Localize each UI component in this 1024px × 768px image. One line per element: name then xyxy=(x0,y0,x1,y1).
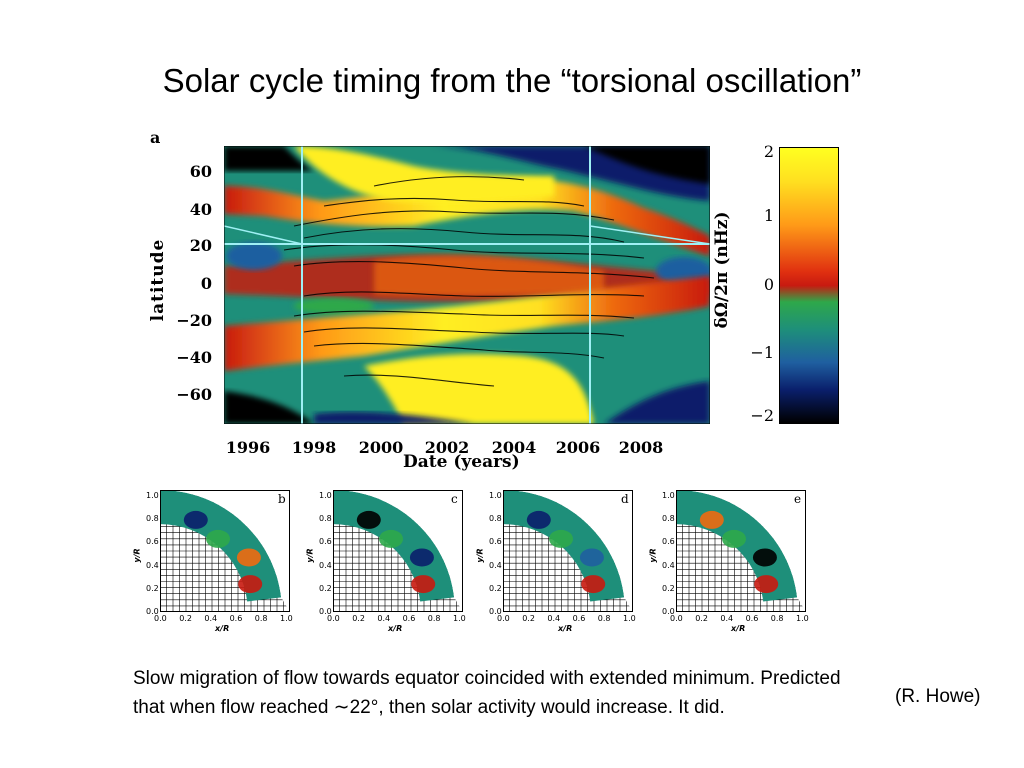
sub-x-tick: 0.6 xyxy=(572,614,586,623)
cross-section-panel-b xyxy=(160,490,290,612)
sub-y-tick: 0.2 xyxy=(489,583,502,593)
sub-ylabel: y/R xyxy=(648,548,658,563)
sub-y-tick: 0.2 xyxy=(662,583,675,593)
y-tick-label: 60 xyxy=(189,162,212,181)
sub-xlabel: x/R xyxy=(388,624,403,633)
sub-x-tick: 0.2 xyxy=(179,614,192,623)
y-tick-label: −60 xyxy=(176,385,212,404)
sub-x-tick: 0.4 xyxy=(547,614,561,623)
sub-x-tick: 0.2 xyxy=(522,614,535,623)
sub-y-tick: 1.0 xyxy=(662,491,675,500)
panel-label-a: a xyxy=(150,128,161,147)
colorbar-tick-label: 2 xyxy=(763,142,774,161)
sub-y-tick: 0.0 xyxy=(146,607,159,616)
x-tick-label: 1996 xyxy=(225,438,271,457)
y-tick-label: −20 xyxy=(176,311,212,330)
sub-y-tick: 0.4 xyxy=(662,560,675,570)
caption: Slow migration of flow towards equator c… xyxy=(133,668,841,718)
main-xlabel: Date (years) xyxy=(403,452,520,472)
sub-y-tick: 0.8 xyxy=(319,514,332,524)
sub-xlabel: x/R xyxy=(558,624,573,633)
sub-y-tick: 0.0 xyxy=(489,607,502,616)
sub-x-tick: 0.8 xyxy=(427,614,441,623)
sub-x-tick: 0.4 xyxy=(204,614,218,623)
sub-xlabel: x/R xyxy=(215,624,230,633)
sub-panel-label: e xyxy=(794,492,802,506)
x-tick-label: 2004 xyxy=(491,438,537,457)
x-tick-label: 1998 xyxy=(291,438,337,457)
x-tick-label: 2000 xyxy=(358,438,404,457)
sub-x-tick: 1.0 xyxy=(796,614,809,623)
torsional-oscillation-map xyxy=(224,146,710,424)
sub-x-tick: 0.6 xyxy=(229,614,243,623)
sub-y-tick: 0.4 xyxy=(146,560,159,570)
sub-x-tick: 0.4 xyxy=(377,614,391,623)
sub-y-tick: 0.8 xyxy=(662,514,675,524)
main-ylabel: latitude xyxy=(148,238,168,322)
sub-x-tick: 1.0 xyxy=(280,614,293,623)
sub-ylabel: y/R xyxy=(305,548,315,563)
y-tick-label: 20 xyxy=(189,236,212,255)
y-tick-label: −40 xyxy=(176,348,212,367)
sub-x-tick: 0.8 xyxy=(770,614,784,623)
sub-y-tick: 1.0 xyxy=(489,491,502,500)
sub-x-tick: 0.8 xyxy=(254,614,268,623)
sub-panel-label: d xyxy=(621,492,629,506)
cross-section-panel-d xyxy=(503,490,633,612)
colorbar-tick-label: −2 xyxy=(750,406,774,425)
y-tick-label: 40 xyxy=(189,200,212,219)
sub-x-tick: 0.8 xyxy=(597,614,611,623)
credit: (R. Howe) xyxy=(895,686,981,707)
sub-xlabel: x/R xyxy=(731,624,746,633)
sub-ylabel: y/R xyxy=(132,548,142,563)
y-tick-label: 0 xyxy=(200,274,212,293)
x-tick-label: 2002 xyxy=(424,438,470,457)
sub-y-tick: 0.2 xyxy=(319,583,332,593)
cross-section-panel-c xyxy=(333,490,463,612)
sub-x-tick: 0.0 xyxy=(154,614,167,623)
sub-x-tick: 1.0 xyxy=(453,614,466,623)
sub-ylabel: y/R xyxy=(475,548,485,563)
sub-panel-label: c xyxy=(451,492,458,506)
sub-y-tick: 0.6 xyxy=(489,537,502,547)
sub-y-tick: 0.4 xyxy=(489,560,502,570)
sub-x-tick: 0.6 xyxy=(402,614,416,623)
sub-y-tick: 1.0 xyxy=(146,491,159,500)
x-tick-label: 2006 xyxy=(555,438,601,457)
sub-panel-label: b xyxy=(278,492,286,506)
sub-y-tick: 0.8 xyxy=(146,514,159,524)
x-tick-label: 2008 xyxy=(618,438,664,457)
sub-x-tick: 0.2 xyxy=(695,614,708,623)
sub-x-tick: 0.0 xyxy=(670,614,683,623)
sub-y-tick: 1.0 xyxy=(319,491,332,500)
colorbar-tick-label: 1 xyxy=(763,206,774,225)
sub-y-tick: 0.6 xyxy=(319,537,332,547)
sub-y-tick: 0.8 xyxy=(489,514,502,524)
sub-y-tick: 0.4 xyxy=(319,560,332,570)
sub-y-tick: 0.6 xyxy=(662,537,675,547)
slide-title: Solar cycle timing from the “torsional o… xyxy=(162,62,862,99)
sub-x-tick: 0.0 xyxy=(327,614,340,623)
sub-x-tick: 0.0 xyxy=(497,614,510,623)
sub-y-tick: 0.0 xyxy=(662,607,675,616)
sub-y-tick: 0.0 xyxy=(319,607,332,616)
sub-x-tick: 0.2 xyxy=(352,614,365,623)
sub-y-tick: 0.6 xyxy=(146,537,159,547)
sub-x-tick: 1.0 xyxy=(623,614,636,623)
colorbar-tick-label: −1 xyxy=(750,343,774,362)
sub-x-tick: 0.6 xyxy=(745,614,759,623)
colorbar-label: δΩ/2π (nHz) xyxy=(712,211,732,329)
sub-x-tick: 0.4 xyxy=(720,614,734,623)
colorbar-tick-label: 0 xyxy=(763,275,774,294)
sub-y-tick: 0.2 xyxy=(146,583,159,593)
colorbar xyxy=(779,147,839,424)
cross-section-panel-e xyxy=(676,490,806,612)
